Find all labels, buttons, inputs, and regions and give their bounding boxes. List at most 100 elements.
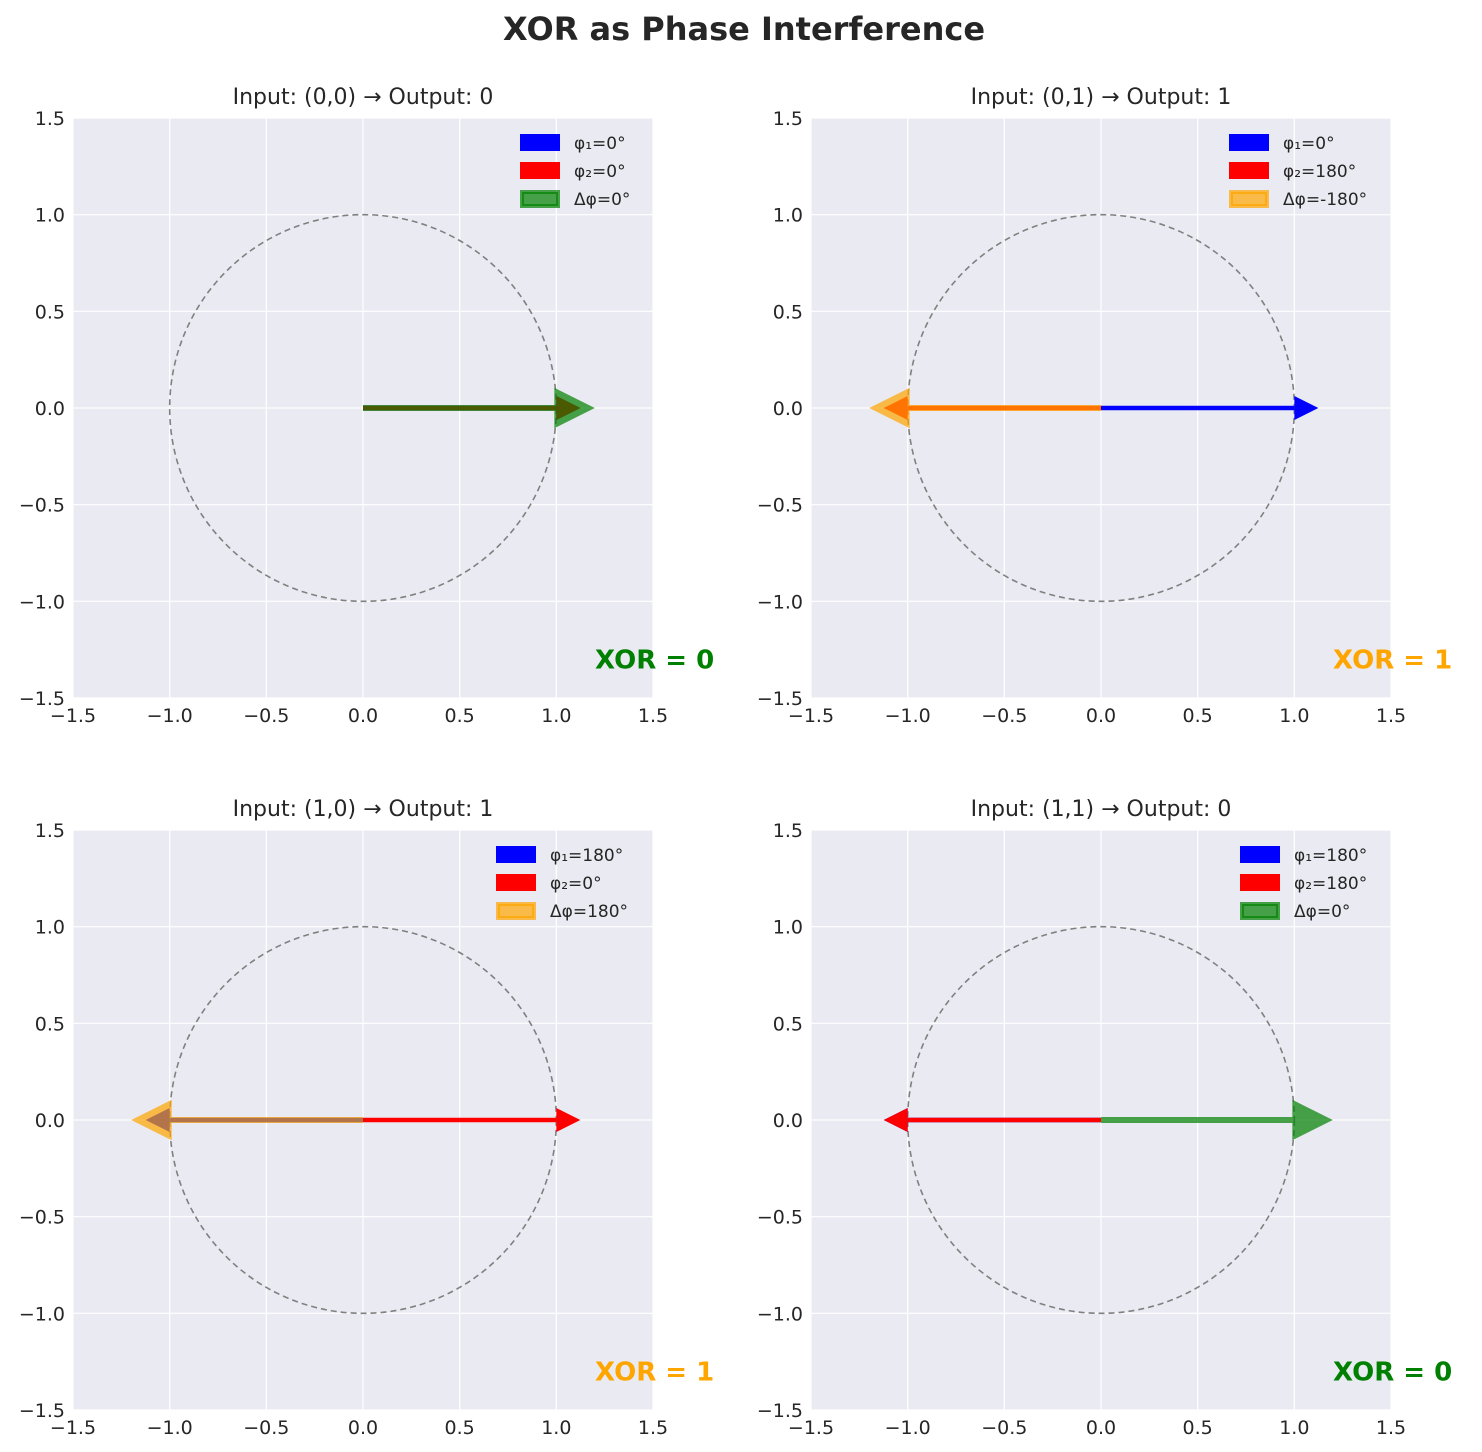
y-tick-label: 0.0 (773, 1110, 803, 1132)
vector-arrow-3 (131, 1099, 363, 1141)
y-tick-label: 1.5 (773, 820, 803, 842)
legend-label: φ₂=0° (550, 874, 602, 894)
x-tick-label: 1.5 (1376, 705, 1406, 727)
y-tick-label: −1.0 (19, 1303, 65, 1325)
vector-arrow-3 (363, 387, 595, 429)
x-tick-label: −1.5 (50, 705, 96, 727)
vector-head (1294, 396, 1319, 420)
x-tick-label: 1.5 (638, 1417, 668, 1439)
y-tick-label: −1.0 (19, 591, 65, 613)
y-tick-label: 0.5 (773, 301, 803, 323)
xor-annotation: XOR = 1 (595, 1357, 714, 1387)
y-tick-label: 1.0 (35, 205, 65, 227)
x-tick-label: 0.5 (445, 1417, 475, 1439)
x-tick-label: 0.0 (348, 1417, 378, 1439)
x-tick-label: −1.0 (885, 1417, 931, 1439)
y-tick-label: −0.5 (19, 1207, 65, 1229)
vector-arrow-3 (869, 387, 1101, 429)
legend-swatch (520, 162, 560, 179)
vector-head (869, 387, 910, 429)
x-tick-label: −0.5 (243, 705, 289, 727)
vector-head (554, 387, 595, 429)
x-tick-label: 1.5 (638, 705, 668, 727)
x-tick-label: 1.0 (1279, 705, 1309, 727)
x-tick-label: −1.5 (50, 1417, 96, 1439)
legend-swatch (1240, 846, 1280, 863)
subplot-3: −1.5 −1.0 −0.5 0.0 0.5 1.0 1.5 1.5 1.0 0.5 0.0 −0.5… (19, 797, 714, 1439)
legend-label: φ₂=180° (1283, 162, 1356, 182)
x-tick-label: 1.0 (1279, 1417, 1309, 1439)
x-tick-label: −1.0 (147, 1417, 193, 1439)
xor-annotation: XOR = 1 (1333, 645, 1452, 675)
legend-swatch (496, 846, 536, 863)
y-tick-label: 0.5 (35, 301, 65, 323)
legend: φ₁=180° φ₂=0° Δφ=180° (496, 846, 628, 922)
y-tick-label: −1.5 (19, 688, 65, 710)
subplot-grid: −1.5 −1.0 −0.5 0.0 0.5 1.0 1.5 1.5 1.0 0.5 0.0 −0.5… (19, 85, 1452, 1439)
legend-label: Δφ=0° (574, 190, 630, 210)
x-tick-label: 0.5 (1183, 705, 1213, 727)
vector-head (131, 1099, 172, 1141)
y-tick-label: −1.5 (757, 1400, 803, 1422)
x-tick-label: 0.0 (1086, 1417, 1116, 1439)
x-tick-label: 0.5 (1183, 1417, 1213, 1439)
legend-label: φ₂=180° (1294, 874, 1367, 894)
subplot-4: −1.5 −1.0 −0.5 0.0 0.5 1.0 1.5 1.5 1.0 0.5 0.0 −0.5… (757, 797, 1452, 1439)
legend-label: φ₁=180° (1294, 846, 1367, 866)
x-tick-label: 1.0 (541, 705, 571, 727)
subplot-1: −1.5 −1.0 −0.5 0.0 0.5 1.0 1.5 1.5 1.0 0.5 0.0 −0.5… (19, 85, 714, 727)
legend-label: φ₁=180° (550, 846, 623, 866)
y-tick-label: −0.5 (19, 495, 65, 517)
vector-head (1292, 1099, 1333, 1141)
vector-head (556, 1108, 581, 1132)
x-tick-label: 0.5 (445, 705, 475, 727)
x-tick-label: 1.5 (1376, 1417, 1406, 1439)
x-tick-label: −1.5 (788, 1417, 834, 1439)
vector-head (883, 1108, 908, 1132)
legend-swatch (496, 902, 536, 920)
y-tick-label: −1.0 (757, 1303, 803, 1325)
y-tick-label: −1.0 (757, 591, 803, 613)
x-tick-label: −0.5 (243, 1417, 289, 1439)
legend-label: φ₂=0° (574, 162, 626, 182)
y-tick-label: −0.5 (757, 495, 803, 517)
legend-swatch (1229, 190, 1269, 208)
y-tick-label: 1.0 (35, 917, 65, 939)
vector-arrow-2 (883, 1108, 1101, 1132)
xor-annotation: XOR = 0 (1333, 1357, 1452, 1387)
legend: φ₁=0° φ₂=0° Δφ=0° (520, 134, 630, 210)
x-tick-label: −0.5 (981, 705, 1027, 727)
y-tick-label: 1.5 (35, 108, 65, 130)
subplot-title: Input: (0,0) → Output: 0 (233, 85, 494, 110)
y-tick-label: −0.5 (757, 1207, 803, 1229)
legend-label: Δφ=180° (550, 902, 628, 922)
y-tick-label: 0.5 (773, 1013, 803, 1035)
legend-swatch (1240, 874, 1280, 891)
x-tick-label: 0.0 (1086, 705, 1116, 727)
vector-arrow-1 (1101, 396, 1319, 420)
y-tick-label: 1.0 (773, 205, 803, 227)
legend-swatch (1240, 902, 1280, 920)
y-tick-label: 0.0 (773, 398, 803, 420)
x-tick-label: 1.0 (541, 1417, 571, 1439)
x-tick-label: −0.5 (981, 1417, 1027, 1439)
subplot-title: Input: (1,1) → Output: 0 (971, 797, 1232, 822)
legend-swatch (520, 134, 560, 151)
y-tick-label: −1.5 (757, 688, 803, 710)
legend-swatch (1229, 134, 1269, 151)
subplot-title: Input: (1,0) → Output: 1 (233, 797, 494, 822)
legend-label: Δφ=-180° (1283, 190, 1367, 210)
y-tick-label: 1.0 (773, 917, 803, 939)
xor-annotation: XOR = 0 (595, 645, 714, 675)
y-tick-label: 0.5 (35, 1013, 65, 1035)
y-tick-label: 0.0 (35, 398, 65, 420)
x-tick-label: −1.0 (147, 705, 193, 727)
x-tick-label: −1.0 (885, 705, 931, 727)
y-tick-label: 0.0 (35, 1110, 65, 1132)
y-tick-label: 1.5 (35, 820, 65, 842)
subplot-title: Input: (0,1) → Output: 1 (971, 85, 1232, 110)
x-tick-label: 0.0 (348, 705, 378, 727)
y-tick-label: −1.5 (19, 1400, 65, 1422)
legend-swatch (1229, 162, 1269, 179)
